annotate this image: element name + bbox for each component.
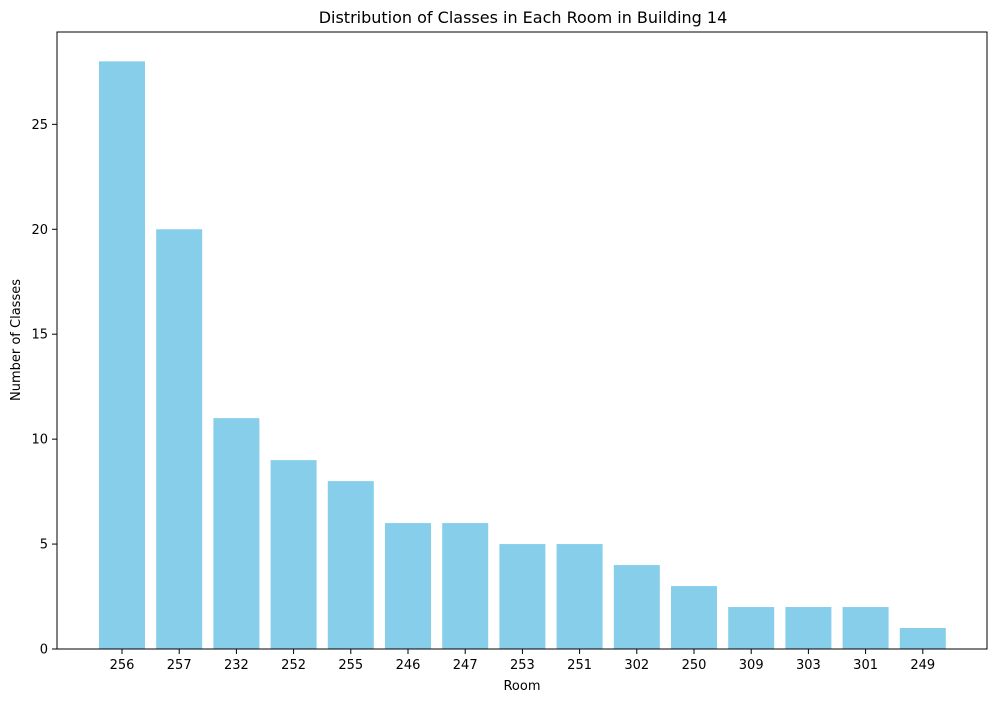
bar-302: [613, 565, 660, 649]
y-tick-label: 5: [40, 538, 48, 553]
bar-257: [156, 229, 203, 649]
plot-frame: [56, 31, 988, 650]
x-axis-ticks: 256 257 232 252 255 246 247 253 251 302 250 309 303 3…: [110, 649, 935, 673]
bar-309: [728, 607, 775, 649]
bar-251: [556, 544, 603, 649]
y-tick-label: 20: [31, 223, 48, 238]
y-axis-ticks: 0 5 10 15 20 25: [31, 118, 57, 658]
x-tick-label: 246: [396, 658, 421, 673]
bar-249: [899, 628, 946, 649]
bar-232: [213, 418, 260, 649]
y-axis-label: Number of Classes: [9, 279, 24, 401]
y-tick-label: 15: [31, 328, 48, 343]
bar-252: [270, 460, 317, 649]
bar-256: [99, 61, 145, 649]
bar-250: [671, 586, 717, 649]
chart-title: Distribution of Classes in Each Room in …: [319, 8, 728, 27]
x-tick-label: 257: [167, 658, 192, 673]
bars-layer: [99, 61, 946, 649]
x-tick-label: 251: [567, 658, 592, 673]
bar-246: [385, 523, 431, 649]
bar-303: [785, 607, 832, 649]
x-tick-label: 303: [796, 658, 821, 673]
y-tick-label: 25: [31, 118, 48, 133]
x-tick-label: 255: [338, 658, 363, 673]
bar-255: [327, 481, 374, 649]
x-axis-label: Room: [503, 679, 540, 694]
y-tick-label: 10: [31, 433, 48, 448]
x-tick-label: 256: [110, 658, 135, 673]
x-tick-label: 252: [281, 658, 306, 673]
bar-253: [499, 544, 546, 649]
bar-301: [842, 607, 889, 649]
y-tick-label: 0: [40, 643, 48, 658]
x-tick-label: 247: [453, 658, 478, 673]
x-tick-label: 250: [682, 658, 707, 673]
x-tick-label: 301: [853, 658, 878, 673]
x-tick-label: 253: [510, 658, 535, 673]
x-tick-label: 309: [739, 658, 764, 673]
x-tick-label: 232: [224, 658, 249, 673]
x-tick-label: 249: [910, 658, 935, 673]
x-tick-label: 302: [624, 658, 649, 673]
bar-247: [442, 523, 489, 649]
